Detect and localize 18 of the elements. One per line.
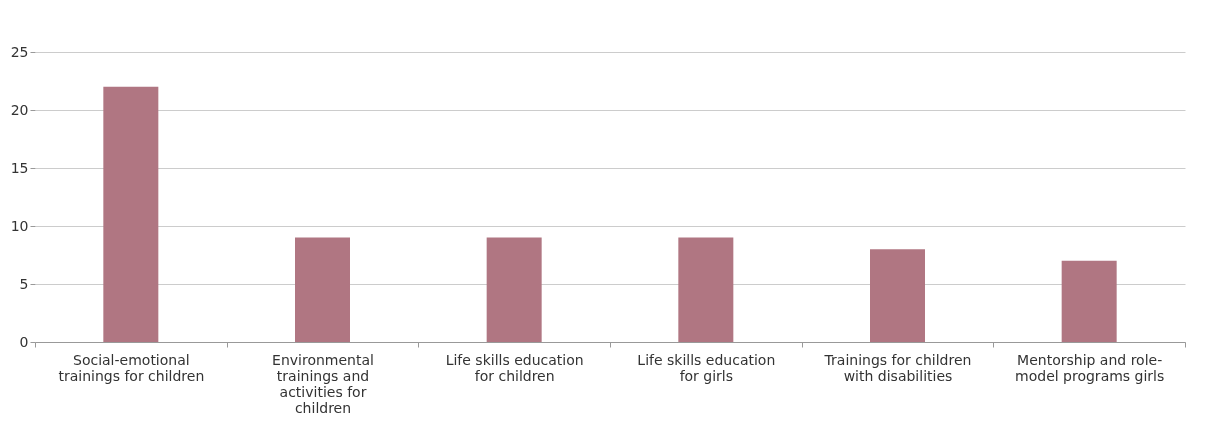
y-tick-label: 5 <box>19 275 29 292</box>
x-tick-label: Social-emotional trainings for children <box>58 351 205 384</box>
x-tick-label: Life skills education for children <box>445 351 584 384</box>
y-tick-label: 20 <box>10 101 29 118</box>
y-tick-label: 15 <box>10 159 29 176</box>
bar <box>486 237 542 342</box>
bar <box>103 86 159 342</box>
y-tick-label: 10 <box>10 217 29 234</box>
x-tick-label: Mentorship and role-model programs girls <box>1015 351 1165 384</box>
x-tick-label: Life skills education for girls <box>637 351 776 384</box>
x-tick-label: Trainings for children with disabilities <box>823 351 972 384</box>
bar <box>870 249 925 342</box>
x-tick-label: Environmental trainings and activities for children <box>272 351 374 416</box>
y-tick-label: 0 <box>19 333 29 350</box>
y-tick-label: 25 <box>10 43 29 60</box>
bar <box>678 237 734 342</box>
bar <box>1061 260 1117 342</box>
bar <box>295 237 350 342</box>
